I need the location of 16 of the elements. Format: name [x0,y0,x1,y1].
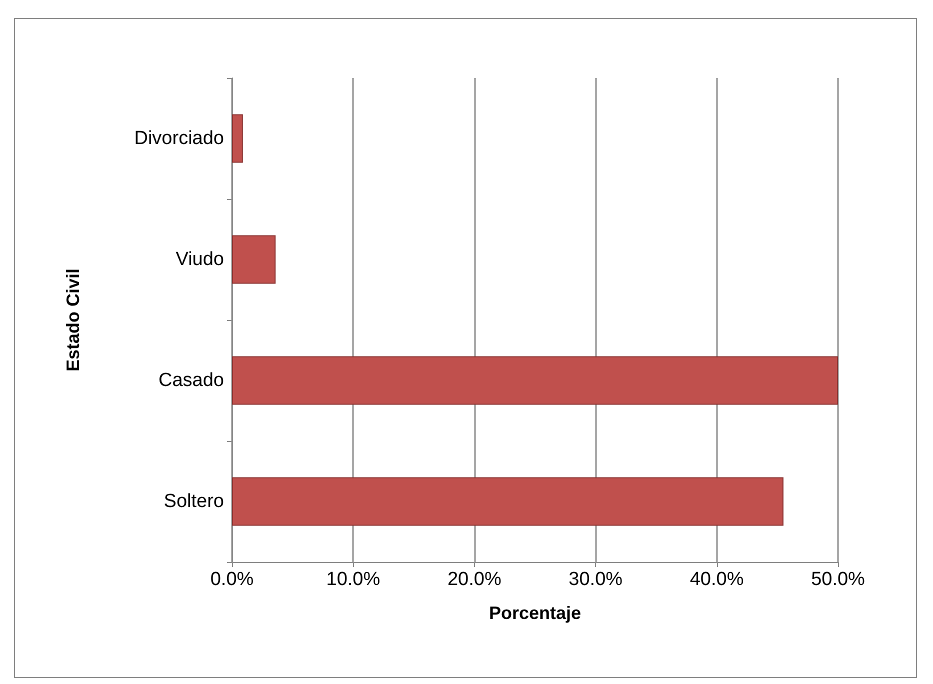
bar [232,356,838,405]
x-tick-label: 40.0% [690,569,744,590]
y-tick-label: Casado [158,370,224,391]
y-axis-title: Estado Civil [63,268,83,372]
x-tick-label: 10.0% [326,569,380,590]
x-axis-title: Porcentaje [488,603,582,623]
x-tick-label: 30.0% [568,569,623,590]
bar [232,114,243,163]
y-tick-label: Viudo [176,249,224,270]
x-tick-label: 0.0% [210,569,254,590]
y-tick-label: Divorciado [134,128,224,149]
y-tick-label: Soltero [164,491,224,512]
x-tick-label: 50.0% [811,569,866,590]
bar [232,235,276,284]
x-tick-label: 20.0% [447,569,502,590]
bar [232,477,784,526]
